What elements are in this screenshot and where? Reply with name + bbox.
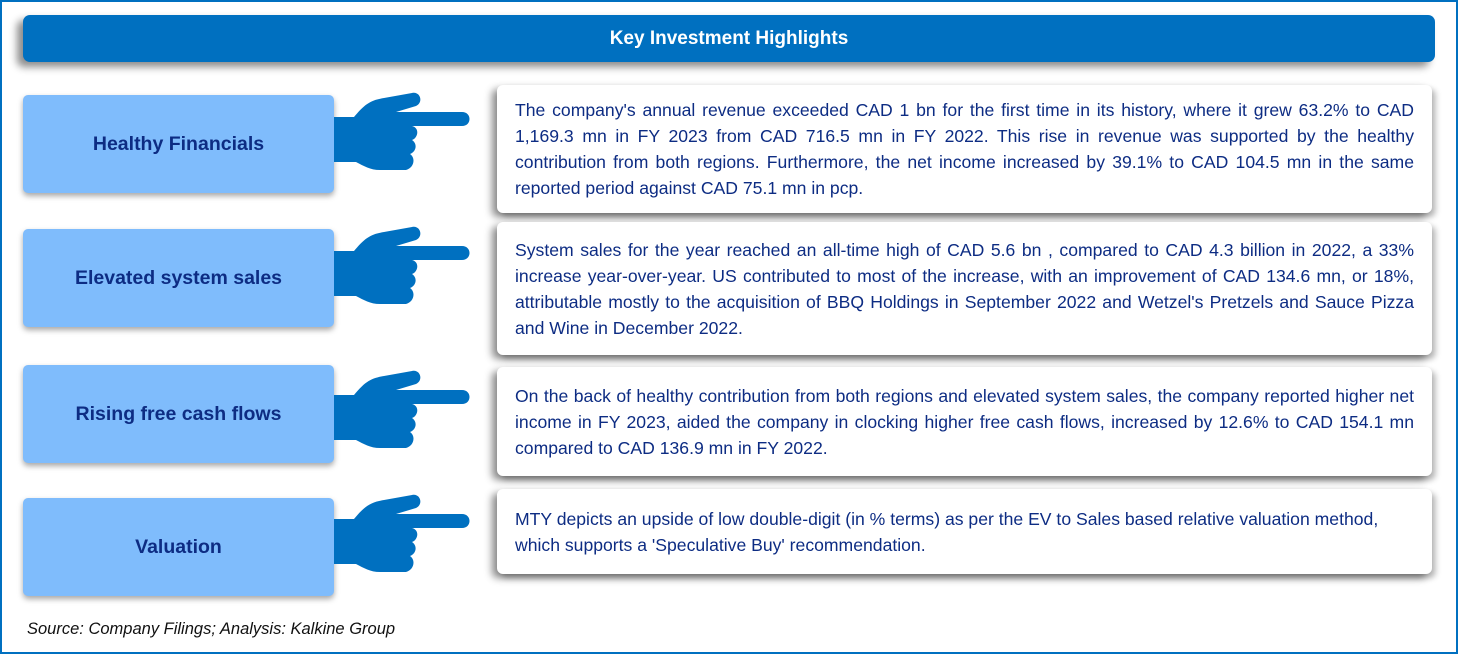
highlight-description-text: The company's annual revenue exceeded CA…	[515, 100, 1414, 198]
pointing-hand-icon	[334, 92, 470, 170]
pointing-hand-icon	[334, 226, 470, 304]
pointing-hand-icon	[334, 494, 470, 572]
page-title-banner: Key Investment Highlights	[23, 15, 1435, 62]
source-note: Source: Company Filings; Analysis: Kalki…	[27, 620, 396, 638]
highlight-description-text: System sales for the year reached an all…	[515, 239, 1414, 338]
highlight-label-text: Healthy Financials	[92, 132, 265, 155]
highlight-description: The company's annual revenue exceeded CA…	[497, 85, 1432, 213]
highlight-description-text: MTY depicts an upside of low double-digi…	[515, 508, 1379, 555]
highlight-label: Valuation	[23, 498, 334, 596]
highlight-description: On the back of healthy contribution from…	[497, 367, 1432, 476]
highlight-label: Rising free cash flows	[23, 365, 334, 463]
highlight-label-text: Rising free cash flows	[75, 402, 282, 425]
highlight-description-text: On the back of healthy contribution from…	[515, 385, 1414, 458]
highlight-description: MTY depicts an upside of low double-digi…	[497, 489, 1432, 574]
highlight-label: Healthy Financials	[23, 95, 334, 193]
highlight-description: System sales for the year reached an all…	[497, 222, 1432, 355]
highlight-label-text: Elevated system sales	[74, 266, 283, 289]
pointing-hand-icon	[334, 370, 470, 448]
highlight-label: Elevated system sales	[23, 229, 334, 327]
page-title: Key Investment Highlights	[609, 27, 849, 49]
highlight-label-text: Valuation	[135, 535, 222, 558]
